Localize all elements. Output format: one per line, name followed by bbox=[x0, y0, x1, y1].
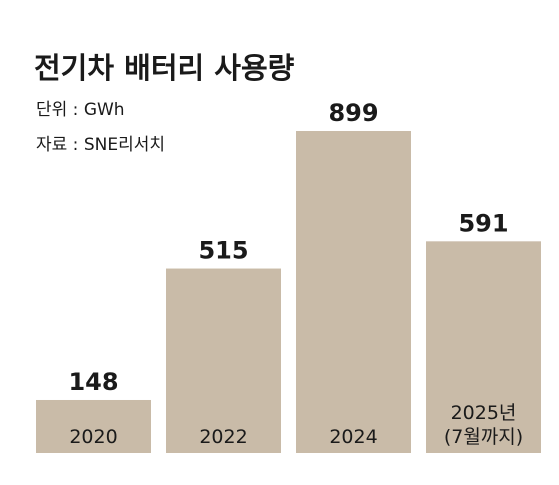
value-label-3: 591 bbox=[458, 209, 508, 237]
value-label-1: 515 bbox=[198, 237, 248, 265]
value-label-2: 899 bbox=[328, 99, 378, 127]
unit-note: 단위 : GWh bbox=[36, 100, 125, 120]
category-label-2: 2024 bbox=[329, 426, 377, 448]
category-label-0: 2020 bbox=[69, 426, 117, 448]
bar-0 bbox=[36, 399, 151, 453]
bar-3 bbox=[426, 241, 541, 453]
source-note: 자료 : SNE리서치 bbox=[36, 135, 165, 155]
category-label-1: 2022 bbox=[199, 426, 247, 448]
bar-group: 148 2020 515 2022 899 2024 591 2025년(7월까지) bbox=[36, 99, 541, 453]
bar-2 bbox=[296, 131, 411, 453]
category-label-3-line-0: 2025년 bbox=[451, 402, 517, 424]
chart-title: 전기차 배터리 사용량 bbox=[34, 51, 295, 85]
category-label-3-line-1: (7월까지) bbox=[444, 426, 523, 448]
value-label-0: 148 bbox=[68, 368, 118, 396]
bar-1 bbox=[166, 268, 281, 453]
